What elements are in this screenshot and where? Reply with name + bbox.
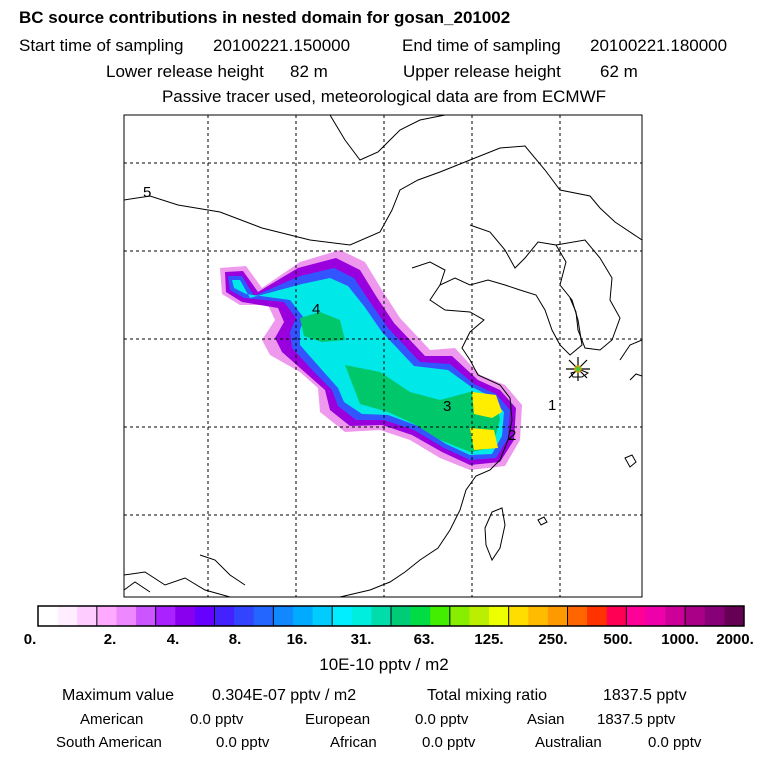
colorbar-swatch: [430, 606, 451, 626]
south-american-label: South American: [56, 734, 162, 751]
colorbar-swatch: [116, 606, 137, 626]
colorbar-swatch: [273, 606, 294, 626]
colorbar-swatch: [332, 606, 353, 626]
colorbar-swatch: [214, 606, 235, 626]
coastlines: [124, 115, 642, 597]
colorbar-swatch: [175, 606, 196, 626]
colorbar-swatch: [685, 606, 706, 626]
end-time-value: 20100221.180000: [590, 36, 728, 55]
american-label: American: [80, 711, 144, 728]
south-american-value: 0.0 pptv: [216, 734, 270, 751]
european-value: 0.0 pptv: [415, 711, 469, 728]
plume-layer-yellow: [470, 392, 502, 450]
colorbar-swatch: [136, 606, 157, 626]
end-time-label: End time of sampling: [402, 36, 561, 55]
start-time-value: 20100221.150000: [213, 36, 351, 55]
australian-value: 0.0 pptv: [648, 734, 702, 751]
colorbar-swatch: [77, 606, 98, 626]
colorbar-swatch: [449, 606, 470, 626]
colorbar-swatch: [645, 606, 667, 626]
colorbar-swatch: [626, 606, 647, 626]
colorbar-swatch: [587, 606, 608, 626]
model-note: Passive tracer used, meteorological data…: [161, 87, 607, 106]
colorbar-swatch: [547, 606, 568, 626]
colorbar-tick-label: 500.: [603, 631, 633, 648]
colorbar-frame: [37, 605, 745, 627]
total-mixing-label: Total mixing ratio: [427, 687, 548, 704]
colorbar-swatch: [194, 606, 215, 626]
map-frame: [123, 114, 643, 598]
start-time-label: Start time of sampling: [19, 36, 184, 55]
colorbar-tick-label: 1000.: [661, 631, 699, 648]
colorbar-tick-label: 63.: [413, 631, 435, 648]
colorbar-swatch: [96, 606, 117, 626]
region-label-4: 4: [312, 301, 321, 318]
colorbar-tick-label: 16.: [286, 631, 308, 648]
colorbar-tick-label: 2.: [103, 631, 117, 648]
colorbar-swatch: [567, 606, 588, 626]
colorbar-tick-label: 0.: [23, 631, 37, 648]
colorbar-tick-label: 8.: [228, 631, 242, 648]
american-value: 0.0 pptv: [190, 711, 244, 728]
colorbar-swatch: [38, 606, 59, 626]
colorbar-tick-label: 250.: [538, 631, 568, 648]
australian-label: Australian: [535, 734, 602, 751]
plot-title: BC source contributions in nested domain…: [19, 8, 511, 27]
max-value-label: Maximum value: [62, 687, 175, 704]
colorbar-swatch: [391, 606, 412, 626]
colorbar-swatch: [469, 606, 490, 626]
colorbar-tick-label: 2000.: [716, 631, 754, 648]
colorbar-tick-label: 31.: [350, 631, 372, 648]
european-label: European: [305, 711, 371, 728]
colorbar-swatch: [606, 606, 627, 626]
colorbar-swatch: [528, 606, 549, 626]
colorbar-swatch: [410, 606, 431, 626]
lower-release-label: Lower release height: [106, 62, 264, 81]
colorbar-swatch: [253, 606, 274, 626]
region-label-3: 3: [443, 398, 452, 415]
colorbar-swatch: [57, 606, 78, 626]
receptor-star-icon: [566, 357, 590, 381]
asian-label: Asian: [527, 711, 565, 728]
colorbar-swatch: [508, 606, 529, 626]
colorbar-swatch: [292, 606, 314, 626]
region-label-2: 2: [508, 427, 517, 444]
region-label-5: 5: [143, 184, 152, 201]
lat-lon-grid: [124, 115, 642, 597]
colorbar-tick-label: 4.: [166, 631, 180, 648]
african-value: 0.0 pptv: [422, 734, 476, 751]
colorbar-swatch: [155, 606, 176, 626]
total-mixing-value: 1837.5 pptv: [603, 687, 687, 704]
colorbar-swatch: [489, 606, 510, 626]
colorbar-tick-label: 125.: [474, 631, 504, 648]
upper-release-value: 62 m: [600, 62, 638, 81]
colorbar: [37, 605, 745, 627]
colorbar-swatch: [704, 606, 725, 626]
upper-release-label: Upper release height: [403, 62, 561, 81]
colorbar-swatch: [724, 606, 745, 626]
colorbar-swatch: [234, 606, 255, 626]
region-label-1: 1: [548, 397, 557, 414]
max-value: 0.304E-07 pptv / m2: [212, 687, 357, 704]
asian-value: 1837.5 pptv: [597, 711, 676, 728]
colorbar-units: 10E-10 pptv / m2: [319, 655, 449, 674]
lower-release-value: 82 m: [290, 62, 328, 81]
colorbar-swatch: [665, 606, 686, 626]
colorbar-swatch: [371, 606, 392, 626]
african-label: African: [330, 734, 377, 751]
colorbar-swatch: [351, 606, 372, 626]
colorbar-swatch: [312, 606, 333, 626]
